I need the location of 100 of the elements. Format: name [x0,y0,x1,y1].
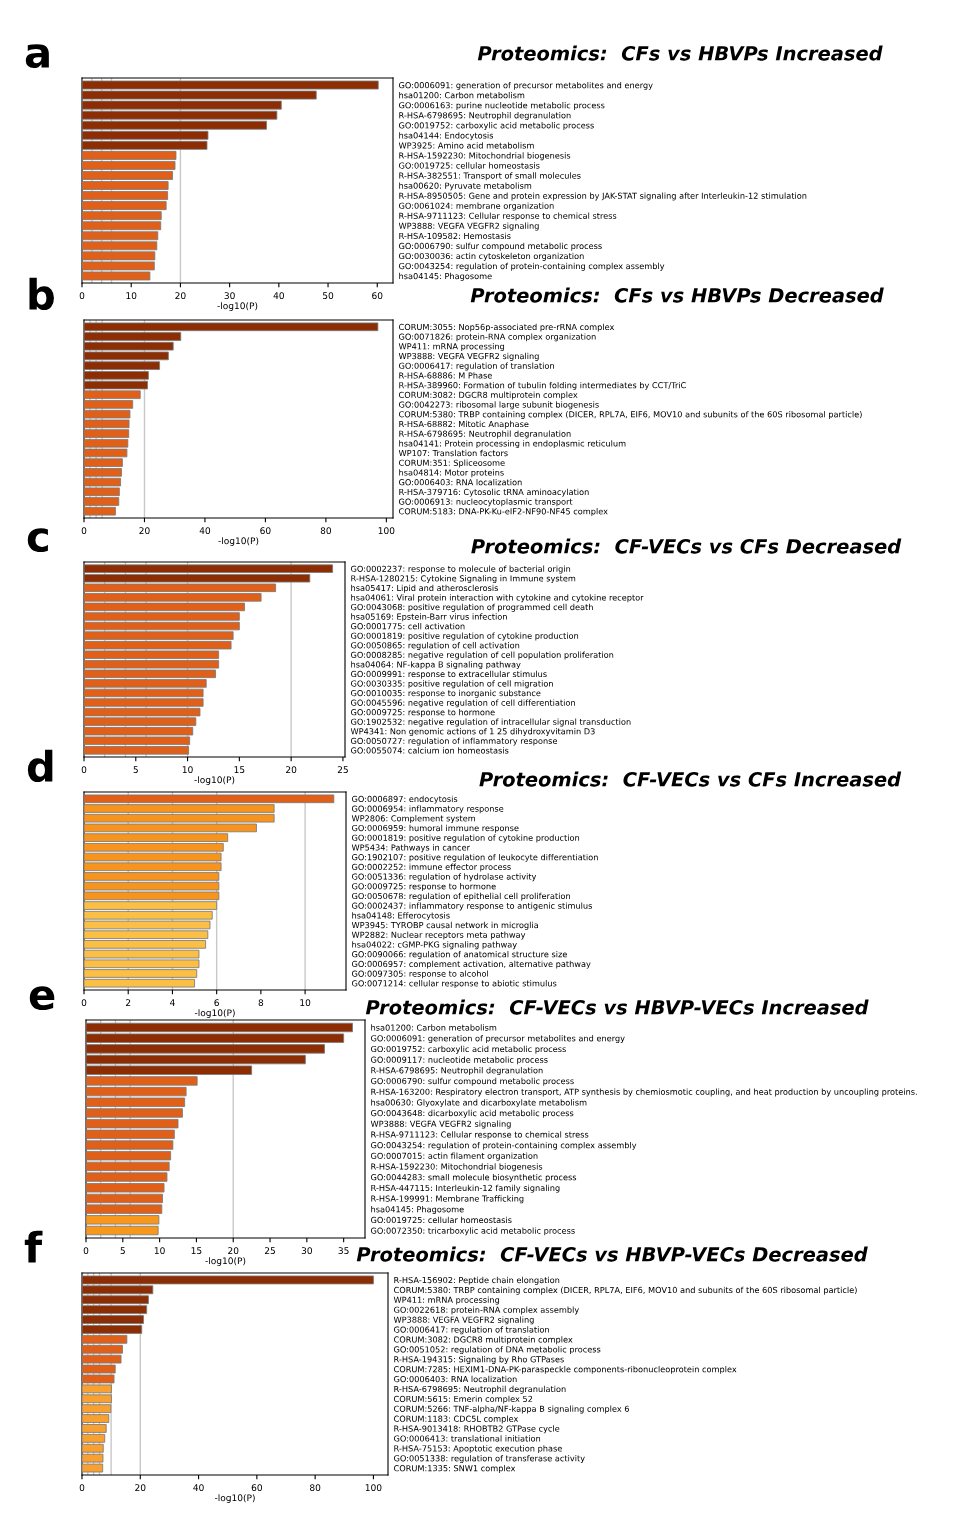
y-tick-label: R-HSA-9711123: Cellular response to chemical stress [371,1131,589,1140]
y-tick-label: WP2806: Complement system [351,815,476,824]
y-tick-label: GO:1902532: negative regulation of intracellular signal transduction [351,718,631,727]
x-tick-label: 20 [228,1247,239,1255]
x-tick-label: 80 [320,527,332,535]
y-tick-label: R-HSA-6798695: Neutrophil degranulation [371,1067,543,1076]
y-tick-label: GO:0006413: translational initiation [394,1435,541,1442]
x-axis-title: -log10(P) [194,776,235,785]
y-tick-label: GO:0009725: response to hormone [352,883,496,891]
y-tick-label: hsa04061: Viral protein interaction with cytokine and cytokine receptor [351,594,644,603]
y-tick-label: R-HSA-9013418: RHOBTB2 GTPase cycle [394,1425,560,1434]
y-tick-label: GO:0043254: regulation of protein-containing complex assembly [399,262,665,271]
y-tick-label: CORUM:5183: DNA-PK-Ku-eIF2-NF90-NF45 complex [399,508,608,517]
y-tick-label: R-HSA-6798695: Neutrophil degranulation [394,1385,566,1394]
text: e [29,986,55,1011]
x-tick-label: 100 [365,1484,382,1492]
y-tick-label: hsa04022: cGMP-PKG signaling pathway [352,941,517,950]
x-tick-label: 30 [224,292,235,300]
text: Proteomics: CF-VECs vs HBVP-VECs Increased [365,999,869,1015]
y-tick-label: R-HSA-199991: Membrane Trafficking [371,1195,524,1204]
y-tick-label: hsa05417: Lipid and atherosclerosis [351,584,498,593]
y-tick-label: R-HSA-1592230: Mitochondrial biogenesis [371,1163,543,1172]
y-tick-label: GO:0019752: carboxylic acid metabolic process [399,122,594,131]
y-tick-label: CORUM:5380: TRBP containing complex (DICER, RPL7A, EIF6, MOV10 and subunits of the 60S ribosomal particle) [399,411,862,419]
text: Proteomics: CFs vs HBVPs Decreased [470,287,884,303]
y-tick-label: WP5434: Pathways in cancer [351,844,470,853]
y-tick-label: hsa04145: Phagosome [399,272,492,281]
y-tick-label: CORUM:3082: DGCR8 multiprotein complex [394,1336,573,1345]
y-tick-label: GO:0001775: cell activation [351,622,465,630]
x-tick-label: 0 [83,1247,89,1255]
y-tick-label: hsa04141: Protein processing in endoplasmic reticulum [399,440,626,449]
y-tick-label: GO:0050865: regulation of cell activation [351,642,520,650]
y-tick-label: GO:0001819: positive regulation of cytokine production [352,834,580,843]
x-tick-label: 30 [301,1247,312,1255]
y-tick-label: GO:0055074: calcium ion homeostasis [351,747,509,754]
x-tick-label: 20 [135,1484,146,1492]
x-tick-label: 0 [81,766,87,774]
x-tick-label: 5 [133,766,138,774]
x-axis-title: -log10(P) [218,537,259,546]
x-tick-label: 0 [81,527,87,535]
y-tick-label: GO:0090066: regulation of anatomical structure size [352,950,567,959]
x-tick-label: 25 [264,1247,275,1255]
y-tick-label: GO:0002437: inflammatory response to antigenic stimulus [352,902,592,911]
y-tick-label: GO:0006417: regulation of translation [399,362,554,371]
x-tick-label: 40 [199,527,211,535]
y-tick-label: hsa05169: Epstein-Barr virus infection [351,613,507,622]
text: a [25,44,49,69]
y-tick-label: WP411: mRNA processing [393,1296,500,1305]
y-tick-label: WP4341: Non genomic actions of 1 25 dihydroxyvitamin D3 [350,728,595,737]
y-tick-label: GO:0008285: negative regulation of cell population proliferation [351,651,614,660]
y-tick-label: GO:0009117: nucleotide metabolic process [371,1056,548,1065]
y-tick-label: WP3888: VEGFA VEGFR2 signaling [393,1316,534,1325]
x-tick-label: 10 [126,292,137,300]
y-tick-label: GO:0022618: protein-RNA complex assembly [394,1306,579,1315]
y-tick-label: GO:0042273: ribosomal large subunit biogenesis [399,401,599,410]
y-tick-label: WP107: Translation factors [398,449,508,457]
y-tick-label: R-HSA-9711123: Cellular response to chemical stress [399,212,617,221]
x-tick-label: 25 [337,766,348,774]
y-tick-label: hsa04814: Motor proteins [399,469,504,478]
y-tick-label: CORUM:1335: SNW1 complex [394,1464,516,1473]
x-tick-label: 0 [79,1484,85,1492]
x-tick-label: 8 [258,999,264,1007]
y-tick-label: WP3888: VEGFA VEGFR2 signaling [398,222,539,231]
y-tick-label: CORUM:5615: Emerin complex 52 [394,1395,533,1404]
y-tick-label: GO:0006417: regulation of translation [394,1326,549,1335]
y-tick-label: GO:0051052: regulation of DNA metabolic process [394,1346,601,1355]
y-tick-label: hsa04145: Phagosome [371,1206,464,1214]
y-tick-label: GO:0072350: tricarboxylic acid metabolic process [371,1227,575,1236]
y-tick-label: GO:0097305: response to alcohol [352,970,489,979]
x-tick-label: 10 [154,1247,165,1255]
y-tick-label: CORUM:5380: TRBP containing complex (DICER, RPL7A, EIF6, MOV10 and subunits of the 60S ribosomal particle) [394,1286,857,1295]
x-tick-label: 50 [323,292,334,300]
x-tick-label: 15 [191,1247,202,1255]
y-tick-label: hsa00630: Glyoxylate and dicarboxylate metabolism [371,1099,587,1108]
y-tick-label: R-HSA-379716: Cytosolic tRNA aminoacylation [399,488,589,497]
text: b [29,277,54,311]
y-tick-label: R-HSA-389960: Formation of tubulin folding intermediates by CCT/TriC [399,381,686,390]
x-tick-label: 80 [310,1484,321,1492]
y-tick-label: GO:0043254: regulation of protein-containing complex assembly [371,1141,637,1150]
y-tick-label: GO:0030335: positive regulation of cell migration [351,680,553,689]
y-tick-label: R-HSA-6798695: Neutrophil degranulation [399,112,571,120]
y-tick-label: hsa04064: NF-kappa B signaling pathway [351,661,521,670]
y-tick-label: hsa04144: Endocytosis [399,132,494,141]
y-tick-label: GO:0006091: generation of precursor metabolites and energy [399,81,653,90]
y-tick-label: CORUM:1183: CDC5L complex [394,1415,519,1424]
y-tick-label: GO:0043648: dicarboxylic acid metabolic process [371,1109,574,1118]
y-tick-label: hsa01200: Carbon metabolism [371,1024,497,1031]
y-tick-label: R-HSA-194315: Signaling by Rho GTPases [394,1356,564,1364]
text: f [24,1230,43,1263]
y-tick-label: GO:0006790: sulfur compound metabolic process [399,242,602,251]
y-tick-label: R-HSA-8950505: Gene and protein expression by JAK-STAT signaling after Interleukin-12 stimulation [399,192,807,201]
y-tick-label: WP3945: TYROBP causal network in microglia [351,921,538,930]
y-tick-label: GO:0019725: cellular homeostasis [371,1216,512,1224]
y-tick-label: R-HSA-68882: Mitotic Anaphase [399,420,529,429]
x-tick-label: 40 [193,1484,204,1492]
y-tick-label: GO:0030036: actin cytoskeleton organization [399,252,584,261]
y-tick-label: GO:0006403: RNA localization [394,1375,517,1383]
y-tick-label: CORUM:7285: HEXIM1-DNA-PK-paraspeckle components-ribonucleoprotein complex [394,1365,737,1374]
y-tick-label: GO:0006403: RNA localization [399,478,522,486]
y-tick-label: GO:0009991: response to extracellular stimulus [351,670,547,679]
